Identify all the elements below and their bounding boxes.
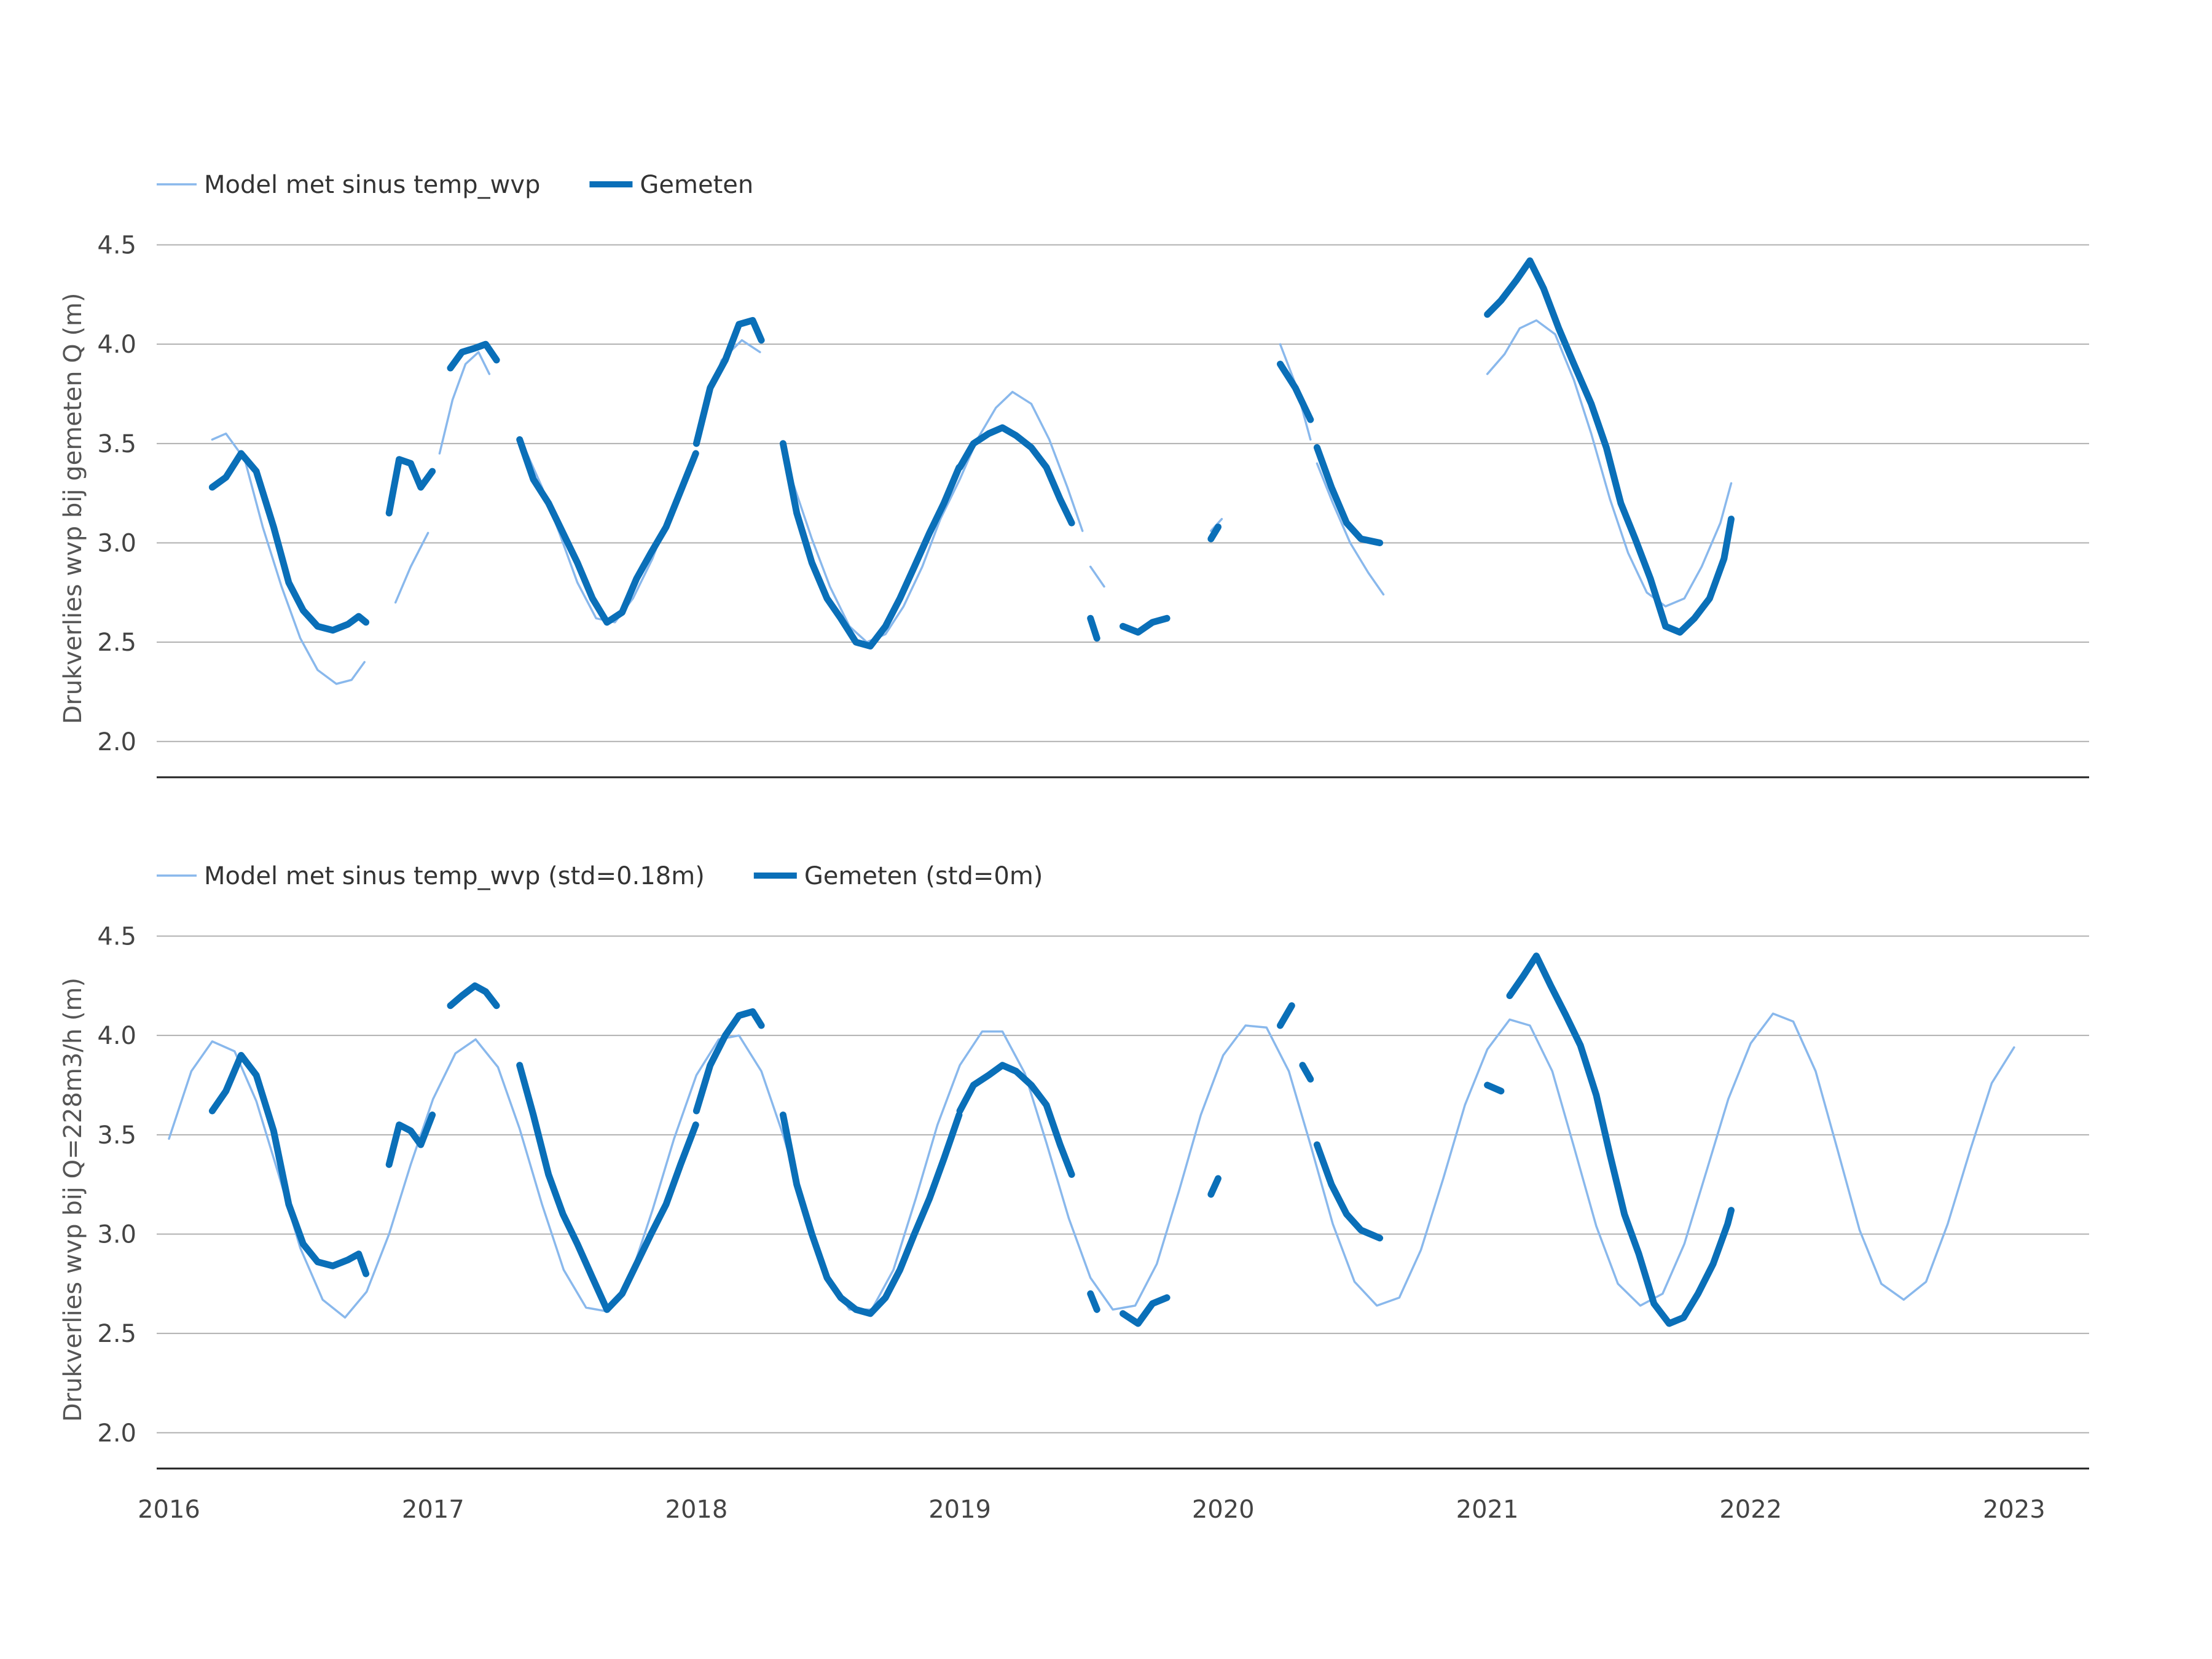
measured-series-segment — [385, 456, 436, 517]
measured-series-segment — [1277, 361, 1314, 423]
model-series-segment — [168, 1012, 2015, 1319]
measured-series-segment — [1087, 614, 1100, 642]
bottom-series — [168, 952, 2015, 1327]
top-series — [208, 257, 1735, 685]
x-tick-label: 2021 — [1456, 1496, 1519, 1524]
x-tick-label: 2017 — [402, 1496, 465, 1524]
measured-series-segment — [1313, 444, 1384, 546]
bottom-y-ticks: 2.0 2.5 3.0 3.5 4.0 4.5 — [97, 922, 136, 1447]
measured-series-segment — [516, 1062, 699, 1313]
measured-series-segment — [447, 982, 500, 1010]
measured-series-segment — [1120, 614, 1171, 636]
measured-series-segment — [1484, 1081, 1505, 1095]
measured-series-segment — [1277, 1002, 1295, 1029]
y-tick-label: 4.5 — [97, 231, 136, 259]
measured-series-segment — [208, 1052, 370, 1277]
top-y-axis-label: Drukverlies wvp bij gemeten Q (m) — [59, 292, 87, 724]
model-series-segment — [1316, 462, 1385, 596]
y-tick-label: 2.5 — [97, 1320, 136, 1348]
top-legend: Model met sinus temp_wvp Gemeten — [157, 171, 753, 199]
y-tick-label: 2.0 — [97, 1419, 136, 1448]
measured-series-segment — [1484, 257, 1735, 636]
model-series-segment — [1089, 565, 1105, 588]
measured-series-segment — [1299, 1062, 1314, 1083]
x-tick-label: 2020 — [1192, 1496, 1255, 1524]
measured-series-segment — [956, 424, 1075, 527]
bottom-y-axis-label: Drukverlies wvp bij Q=228m3/h (m) — [59, 978, 87, 1422]
measured-series-segment — [692, 316, 765, 447]
x-tick-label: 2019 — [928, 1496, 991, 1524]
top-legend-label-model: Model met sinus temp_wvp — [204, 171, 540, 199]
y-tick-label: 2.0 — [97, 728, 136, 756]
y-tick-label: 3.5 — [97, 1121, 136, 1150]
bottom-panel: 2.0 2.5 3.0 3.5 4.0 4.5 Drukverlies wvp bij Q… — [59, 862, 2089, 1470]
bottom-legend: Model met sinus temp_wvp (std=0.18m) Gem… — [157, 862, 1043, 890]
measured-series-segment — [692, 1008, 765, 1115]
top-gridlines — [157, 244, 2089, 742]
y-tick-label: 3.0 — [97, 1220, 136, 1249]
measured-series-segment — [1313, 1141, 1384, 1242]
y-tick-label: 2.5 — [97, 629, 136, 657]
measured-series-segment — [1506, 952, 1735, 1327]
y-tick-label: 3.5 — [97, 430, 136, 458]
model-series-segment — [939, 391, 1084, 532]
y-tick-label: 4.5 — [97, 922, 136, 951]
model-series-segment — [438, 351, 491, 455]
x-tick-label: 2018 — [665, 1496, 728, 1524]
top-legend-label-measured: Gemeten — [640, 171, 753, 199]
measured-series-segment — [208, 450, 370, 634]
x-tick-label: 2016 — [138, 1496, 200, 1524]
measured-series-segment — [1120, 1294, 1171, 1327]
measured-series-segment — [956, 1062, 1075, 1178]
measured-series-segment — [447, 340, 500, 372]
y-tick-label: 4.0 — [97, 1022, 136, 1050]
measured-series-segment — [1207, 524, 1222, 543]
top-panel: 2.0 2.5 3.0 3.5 4.0 4.5 Drukverlies wvp bij g… — [59, 171, 2089, 779]
model-series-segment — [1486, 319, 1733, 608]
x-tick-label: 2023 — [1983, 1496, 2045, 1524]
bottom-gridlines — [157, 935, 2089, 1433]
y-tick-label: 4.0 — [97, 331, 136, 359]
bottom-legend-label-model: Model met sinus temp_wvp (std=0.18m) — [204, 862, 705, 890]
measured-series-segment — [1207, 1175, 1222, 1198]
measured-series-segment — [1087, 1290, 1100, 1313]
measured-series-segment — [779, 440, 963, 650]
x-axis-ticks: 2016 2017 2018 2019 2020 2021 2022 2023 — [138, 1496, 2045, 1524]
bottom-legend-label-measured: Gemeten (std=0m) — [804, 862, 1043, 890]
model-series-segment — [394, 531, 429, 604]
model-series-segment — [211, 432, 366, 685]
measured-series-segment — [516, 436, 699, 626]
y-tick-label: 3.0 — [97, 529, 136, 557]
x-tick-label: 2022 — [1719, 1496, 1782, 1524]
measured-series-segment — [385, 1112, 436, 1168]
top-y-ticks: 2.0 2.5 3.0 3.5 4.0 4.5 — [97, 231, 136, 756]
measured-series-segment — [779, 1112, 963, 1317]
